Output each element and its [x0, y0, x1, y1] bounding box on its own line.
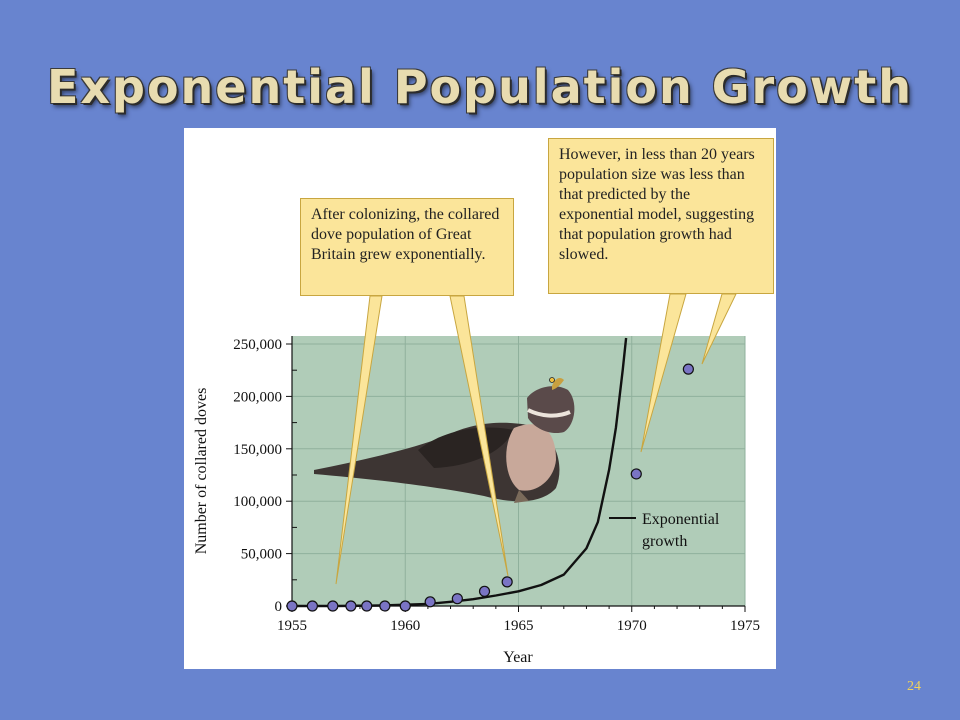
- y-axis-title: Number of collared doves: [193, 388, 210, 555]
- data-point: [286, 600, 298, 612]
- legend: Exponential growth: [609, 511, 720, 550]
- data-point: [327, 600, 339, 612]
- data-point: [630, 468, 642, 480]
- data-point: [306, 600, 318, 612]
- data-point: [379, 600, 391, 612]
- data-point: [361, 600, 373, 612]
- legend-label-line-2: growth: [642, 533, 687, 550]
- population-chart: 1955 1960 1965 1970 1975 0 50,000 100,000 150,00…: [193, 293, 760, 666]
- slide-title: Exponential Population Growth: [46, 60, 914, 114]
- callout-pointers: [335, 293, 737, 585]
- data-point: [451, 593, 463, 605]
- x-tick-label: 1965: [504, 618, 534, 634]
- y-tick-label: 0: [275, 599, 283, 615]
- x-axis-title: Year: [503, 649, 533, 666]
- y-tick-label: 150,000: [233, 442, 282, 458]
- data-point: [501, 576, 513, 588]
- data-point: [399, 600, 411, 612]
- data-point: [478, 585, 491, 597]
- data-point: [682, 363, 694, 375]
- x-tick-label: 1955: [277, 618, 307, 634]
- page-number: 24: [907, 679, 921, 694]
- observed-data-points: [286, 363, 694, 612]
- figure-panel: 1955 1960 1965 1970 1975 0 50,000 100,000 150,00…: [184, 128, 776, 669]
- data-point: [424, 596, 436, 608]
- y-tick-label: 100,000: [233, 494, 282, 510]
- y-tick-label: 250,000: [233, 337, 282, 353]
- x-tick-label: 1970: [617, 618, 647, 634]
- legend-label-line-1: Exponential: [642, 511, 720, 528]
- callout-slowed-growth: However, in less than 20 years populatio…: [548, 138, 774, 294]
- y-tick-label: 50,000: [241, 547, 282, 563]
- x-tick-label: 1960: [390, 618, 420, 634]
- y-tick-label: 200,000: [233, 389, 282, 405]
- callout-exponential-growth: After colonizing, the collared dove popu…: [300, 198, 514, 296]
- x-tick-label: 1975: [730, 618, 760, 634]
- collared-dove-illustration: [314, 377, 575, 503]
- data-point: [345, 600, 357, 612]
